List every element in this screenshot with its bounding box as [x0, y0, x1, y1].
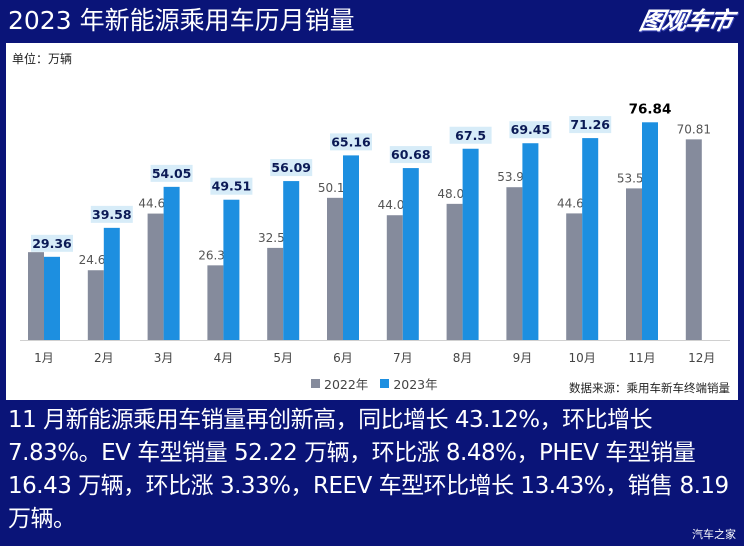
brand-logo: 图观车市	[637, 7, 735, 35]
bar-2023-2	[103, 227, 120, 340]
x-tick-label: 12月	[688, 351, 715, 365]
data-label-2023-2: 39.58	[92, 207, 132, 222]
bar-2022-9	[506, 187, 523, 340]
bar-2022-5	[267, 247, 284, 340]
bar-2022-8	[446, 203, 463, 340]
data-label-bg-2023-9	[509, 121, 552, 139]
data-label-2023-10: 71.26	[570, 117, 610, 132]
data-label-2023-9: 69.45	[511, 122, 551, 137]
unit-label: 单位：万辆	[12, 52, 73, 66]
x-tick-label: 3月	[154, 351, 174, 365]
bar-2023-10	[582, 138, 599, 340]
bar-2023-3	[163, 186, 180, 340]
bar-2022-7	[386, 215, 403, 340]
x-tick-label: 9月	[513, 351, 533, 365]
bar-2023-9	[522, 143, 539, 340]
x-tick-label: 7月	[393, 351, 413, 365]
data-label-2023-6: 65.16	[331, 134, 371, 149]
data-label-2022-12: 70.81	[677, 122, 711, 136]
x-tick-label: 1月	[34, 351, 54, 365]
data-label-2023-5: 56.09	[271, 160, 311, 175]
legend-swatch-2022	[311, 379, 320, 388]
data-label-bg-2023-2	[90, 205, 133, 223]
data-label-2023-1: 29.36	[32, 236, 72, 251]
data-label-bg-2023-4	[210, 177, 253, 195]
bar-2023-6	[343, 155, 359, 340]
data-label-bg-2023-3	[150, 164, 193, 182]
bar-2023-4	[223, 199, 240, 340]
data-label-bg-2023-5	[270, 159, 313, 177]
header-bar: 2023 年新能源乘用车历月销量 图观车市	[0, 0, 744, 42]
legend-label-2023: 2023年	[393, 377, 438, 392]
data-label-bg-2023-1	[31, 234, 73, 252]
legend-swatch-2023	[380, 379, 390, 388]
legend-item-2022: 2022年	[311, 374, 368, 393]
data-label-2023-7: 60.68	[391, 147, 431, 162]
legend-item-2023: 2023年	[380, 374, 438, 393]
data-label-bg-2023-7	[389, 146, 432, 164]
bar-2023-5	[283, 181, 300, 340]
x-tick-label: 4月	[214, 351, 234, 365]
x-tick-label: 11月	[628, 351, 655, 365]
data-label-2023-11: 76.84	[629, 101, 672, 117]
bar-2023-1	[44, 256, 60, 340]
x-tick-label: 5月	[273, 351, 293, 365]
bar-2022-6	[327, 197, 343, 340]
page-title: 2023 年新能源乘用车历月销量	[8, 6, 355, 35]
data-label-bg-2023-6	[330, 133, 372, 151]
bar-2022-3	[147, 213, 164, 340]
bar-2023-11	[642, 122, 658, 340]
chart-legend: 2022年 2023年	[311, 374, 438, 393]
x-tick-label: 8月	[453, 351, 473, 365]
bar-2022-2	[87, 270, 104, 340]
chart-panel: 单位：万辆 29.36 1月 24.62 39.58 2月 44.62 54.05 3月 26.…	[6, 43, 738, 400]
bar-2023-7	[402, 168, 419, 340]
data-label-bg-2023-10	[569, 116, 612, 134]
watermark: 汽车之家	[692, 528, 736, 541]
x-tick-label: 2月	[94, 351, 114, 365]
legend-label-2022: 2022年	[324, 377, 369, 392]
data-source: 数据来源：乘用车新车终端销量	[569, 381, 730, 395]
summary-text: 11 月新能源乘用车销量再创新高，同比增长 43.12%，环比增长 7.83%。…	[8, 407, 729, 532]
data-label-2023-8: 67.5	[455, 128, 486, 143]
data-label-2023-3: 54.05	[152, 166, 192, 181]
x-tick-label: 10月	[569, 351, 596, 365]
x-tick-label: 6月	[333, 351, 353, 365]
bar-2022-12	[685, 139, 702, 340]
bar-chart: 29.361月24.6239.582月44.6254.053月26.3549.5…	[20, 101, 730, 365]
bar-2022-10	[566, 213, 583, 340]
data-label-2023-4: 49.51	[212, 179, 252, 194]
data-label-bg-2023-8	[449, 126, 492, 144]
bar-2023-8	[462, 148, 479, 340]
bar-2022-4	[207, 265, 224, 340]
bar-2022-1	[28, 252, 44, 340]
bar-2022-11	[626, 188, 642, 340]
